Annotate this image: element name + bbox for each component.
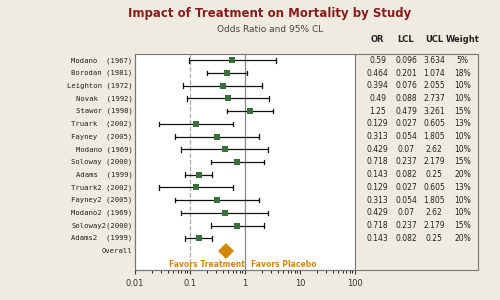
Text: 0.082: 0.082 — [395, 234, 417, 243]
Text: 2.62: 2.62 — [426, 145, 442, 154]
Text: 2.179: 2.179 — [423, 221, 445, 230]
Text: 3.261: 3.261 — [423, 107, 445, 116]
Text: 0.429: 0.429 — [366, 145, 388, 154]
Text: Modano  (1967): Modano (1967) — [72, 57, 132, 64]
Text: LCL: LCL — [398, 34, 414, 43]
Text: 2.737: 2.737 — [423, 94, 445, 103]
Text: Impact of Treatment on Mortality by Study: Impact of Treatment on Mortality by Stud… — [128, 8, 412, 20]
Text: Adams2  (1999): Adams2 (1999) — [72, 235, 132, 242]
Text: 0.027: 0.027 — [395, 183, 417, 192]
Text: 1.805: 1.805 — [423, 196, 445, 205]
Text: 0.49: 0.49 — [369, 94, 386, 103]
Text: 0.096: 0.096 — [395, 56, 417, 65]
Text: 0.143: 0.143 — [366, 170, 388, 179]
Text: Weight: Weight — [446, 34, 480, 43]
Text: 1.25: 1.25 — [369, 107, 386, 116]
Text: 0.027: 0.027 — [395, 119, 417, 128]
Text: 0.59: 0.59 — [369, 56, 386, 65]
Text: Favors Placebo: Favors Placebo — [250, 260, 316, 269]
Text: OR: OR — [371, 34, 384, 43]
Text: 0.718: 0.718 — [366, 158, 388, 166]
Text: 0.237: 0.237 — [395, 158, 417, 166]
Text: Modano (1969): Modano (1969) — [76, 146, 132, 152]
Text: 13%: 13% — [454, 119, 471, 128]
Text: 2.179: 2.179 — [423, 158, 445, 166]
Text: 0.076: 0.076 — [395, 81, 417, 90]
Text: 15%: 15% — [454, 107, 471, 116]
Text: Modano2 (1969): Modano2 (1969) — [72, 210, 132, 216]
Text: 0.07: 0.07 — [398, 208, 414, 217]
Text: Leighton (1972): Leighton (1972) — [67, 82, 132, 89]
Text: 2.62: 2.62 — [426, 208, 442, 217]
Text: 10%: 10% — [454, 196, 471, 205]
Text: 3.634: 3.634 — [423, 56, 445, 65]
Text: Soloway (2000): Soloway (2000) — [72, 159, 132, 165]
Text: 1.805: 1.805 — [423, 132, 445, 141]
Text: 0.143: 0.143 — [366, 234, 388, 243]
Text: 0.054: 0.054 — [395, 196, 417, 205]
Text: 0.313: 0.313 — [366, 132, 388, 141]
Text: 10%: 10% — [454, 132, 471, 141]
Text: 15%: 15% — [454, 221, 471, 230]
Text: 0.479: 0.479 — [395, 107, 417, 116]
Text: 18%: 18% — [454, 69, 471, 78]
Text: 0.394: 0.394 — [366, 81, 388, 90]
Text: Soloway2(2000): Soloway2(2000) — [72, 222, 132, 229]
Text: 0.129: 0.129 — [366, 183, 388, 192]
Text: 0.718: 0.718 — [366, 221, 388, 230]
Text: Favors Treatment: Favors Treatment — [168, 260, 244, 269]
Text: Fayney2 (2005): Fayney2 (2005) — [72, 197, 132, 203]
Text: 0.605: 0.605 — [423, 183, 445, 192]
Text: 0.237: 0.237 — [395, 221, 417, 230]
Text: Borodan (1981): Borodan (1981) — [72, 70, 132, 76]
Text: 13%: 13% — [454, 183, 471, 192]
Text: Stawor (1998): Stawor (1998) — [76, 108, 132, 114]
Text: 1.074: 1.074 — [423, 69, 445, 78]
Text: 0.054: 0.054 — [395, 132, 417, 141]
Text: Adams  (1999): Adams (1999) — [76, 172, 132, 178]
Text: 10%: 10% — [454, 145, 471, 154]
Text: 0.313: 0.313 — [366, 196, 388, 205]
Text: Truark  (2002): Truark (2002) — [72, 121, 132, 127]
Text: 0.129: 0.129 — [366, 119, 388, 128]
Text: 0.25: 0.25 — [426, 234, 442, 243]
Text: 2.055: 2.055 — [423, 81, 445, 90]
Text: Overall: Overall — [102, 248, 132, 254]
Text: 0.088: 0.088 — [395, 94, 417, 103]
Text: Fayney  (2005): Fayney (2005) — [72, 133, 132, 140]
Text: 20%: 20% — [454, 170, 471, 179]
Text: 10%: 10% — [454, 81, 471, 90]
Text: Novak  (1992): Novak (1992) — [76, 95, 132, 102]
Text: 0.25: 0.25 — [426, 170, 442, 179]
Text: 15%: 15% — [454, 158, 471, 166]
Text: 10%: 10% — [454, 94, 471, 103]
Text: 0.201: 0.201 — [395, 69, 417, 78]
Text: 0.464: 0.464 — [366, 69, 388, 78]
Text: 0.605: 0.605 — [423, 119, 445, 128]
Text: 0.07: 0.07 — [398, 145, 414, 154]
Text: 0.429: 0.429 — [366, 208, 388, 217]
Text: Truark2 (2002): Truark2 (2002) — [72, 184, 132, 191]
Text: 20%: 20% — [454, 234, 471, 243]
Text: Odds Ratio and 95% CL: Odds Ratio and 95% CL — [217, 26, 323, 34]
Text: 10%: 10% — [454, 208, 471, 217]
Text: 5%: 5% — [456, 56, 468, 65]
Text: 0.082: 0.082 — [395, 170, 417, 179]
Text: UCL: UCL — [425, 34, 443, 43]
